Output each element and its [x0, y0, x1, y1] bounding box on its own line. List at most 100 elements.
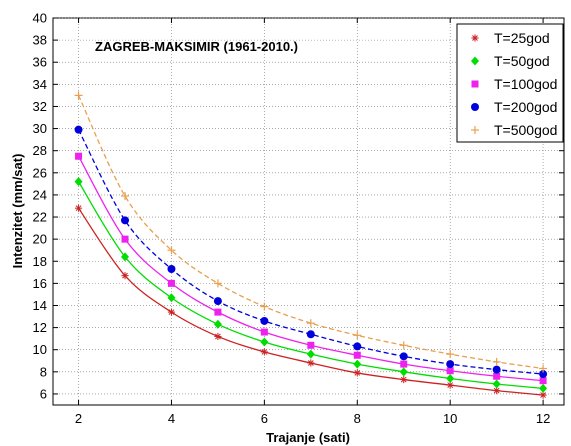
y-tick-label: 22: [33, 210, 47, 225]
y-tick-label: 6: [40, 386, 47, 401]
series-T=200god: [74, 125, 548, 379]
legend-marker: [471, 80, 479, 88]
series-line: [77, 129, 544, 375]
legend: T=25god T=50god T=100god T=200god T=500god: [456, 23, 564, 143]
legend-marker: [471, 126, 479, 134]
data-point: [353, 351, 361, 359]
data-point: [121, 252, 130, 262]
y-tick-label: 30: [33, 121, 47, 136]
data-point: [446, 360, 455, 369]
series-group: [74, 91, 548, 399]
data-point: [539, 364, 548, 373]
x-tick-label: 6: [261, 411, 268, 426]
data-point: [446, 350, 455, 359]
y-tick-label: 36: [33, 55, 47, 70]
data-point: [539, 370, 548, 379]
y-tick-label: 14: [33, 298, 47, 313]
data-point: [492, 365, 501, 374]
data-point: [399, 341, 408, 350]
legend-marker: [471, 34, 479, 42]
data-point: [121, 272, 129, 280]
data-point: [260, 328, 268, 336]
data-point: [353, 342, 362, 351]
data-point: [353, 369, 361, 377]
data-point: [307, 359, 315, 367]
legend-label: T=100god: [494, 76, 557, 92]
series-T=50god: [74, 177, 548, 393]
data-point: [446, 367, 454, 375]
data-point: [74, 204, 83, 212]
data-point: [213, 319, 222, 329]
data-point: [353, 331, 362, 340]
data-point: [213, 297, 222, 306]
data-point: [400, 375, 408, 384]
data-point: [74, 177, 83, 187]
data-point: [214, 308, 222, 316]
x-axis-ticks: 2 4 6 8 10 12: [75, 18, 550, 426]
y-tick-label: 26: [33, 165, 47, 180]
data-point: [306, 349, 315, 359]
data-point: [167, 308, 176, 316]
data-point: [75, 152, 83, 160]
legend-marker: [471, 103, 479, 111]
legend-label: T=25god: [494, 30, 550, 46]
y-tick-label: 40: [33, 11, 47, 26]
legend-label: T=200god: [494, 99, 557, 115]
data-point: [260, 302, 269, 311]
y-tick-label: 34: [33, 77, 47, 92]
data-point: [492, 357, 501, 366]
data-point: [493, 372, 501, 380]
data-point: [306, 319, 315, 328]
y-tick-label: 12: [33, 320, 47, 335]
data-point: [167, 264, 176, 273]
y-axis-ticks: 6 8 10 12 14 16 18 20 22 24 26 28 30 32 34 36 38 40: [33, 11, 564, 401]
series-line: [77, 95, 544, 370]
data-point: [306, 330, 315, 339]
y-tick-label: 38: [33, 33, 47, 48]
y-tick-label: 8: [40, 364, 47, 379]
data-point: [214, 332, 222, 341]
data-point: [260, 316, 269, 325]
legend-label: T=500god: [494, 122, 557, 138]
data-point: [399, 367, 408, 377]
data-point: [74, 125, 83, 134]
y-axis-title: Intenzitet (mm/sat): [10, 154, 25, 269]
grid: [53, 17, 564, 405]
x-tick-label: 4: [168, 411, 175, 426]
legend-label: T=50god: [494, 53, 550, 69]
data-point: [167, 279, 175, 287]
data-point: [213, 279, 222, 288]
legend-marker: [471, 56, 479, 66]
data-point: [307, 341, 315, 349]
data-point: [539, 377, 547, 385]
data-point: [353, 359, 362, 369]
data-point: [539, 383, 548, 393]
series-T=100god: [75, 152, 547, 385]
data-point: [492, 379, 501, 389]
y-tick-label: 28: [33, 143, 47, 158]
data-point: [121, 235, 129, 243]
data-point: [400, 360, 408, 368]
series-T=500god: [74, 91, 548, 373]
x-tick-label: 10: [443, 411, 457, 426]
x-axis-title: Trajanje (sati): [266, 430, 350, 445]
data-point: [167, 293, 176, 303]
data-point: [260, 337, 269, 347]
y-tick-label: 16: [33, 276, 47, 291]
data-point: [74, 91, 83, 100]
data-point: [399, 352, 408, 361]
y-tick-label: 20: [33, 232, 47, 247]
data-point: [121, 192, 130, 201]
data-point: [167, 246, 176, 255]
y-tick-label: 18: [33, 254, 47, 269]
chart-annotation: ZAGREB-MAKSIMIR (1961-2010.): [95, 39, 298, 54]
x-tick-label: 12: [536, 411, 550, 426]
y-tick-label: 10: [33, 342, 47, 357]
x-tick-label: 8: [354, 411, 361, 426]
y-tick-label: 32: [33, 99, 47, 114]
data-point: [446, 373, 455, 383]
data-point: [121, 216, 130, 225]
y-tick-label: 24: [33, 187, 47, 202]
data-point: [260, 348, 268, 356]
